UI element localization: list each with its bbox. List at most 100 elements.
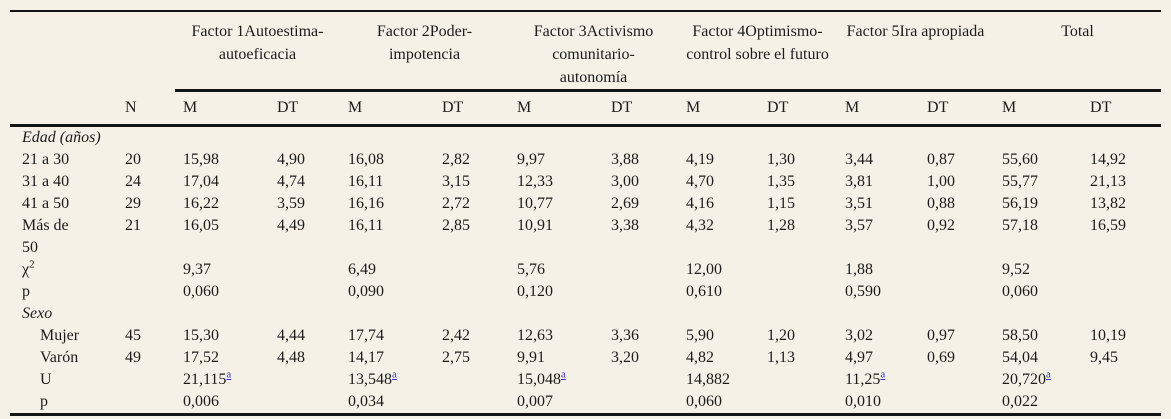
value-cell [1082,369,1161,391]
value-cell: 3,00 [611,173,639,190]
subheader-dt: DT [434,90,509,127]
value-cell: 4,32 [686,217,715,234]
value-cell: 0,060 [183,283,219,300]
row-label: χ2 [22,258,35,278]
value-cell [837,303,919,325]
row-label: U [40,371,52,388]
value-cell: 2,82 [442,151,470,168]
table-row: p 0,060 0,090 0,120 0,610 0,590 0,060 [10,281,1161,303]
value-cell: 16,05 [183,217,219,234]
value-cell: 4,74 [277,173,305,190]
row-label: Sexo [22,305,53,322]
value-cell: 0,87 [927,151,956,168]
value-cell [919,281,994,303]
value-cell: 1,00 [927,173,956,190]
value-cell [340,303,434,325]
value-cell: 45 [125,327,141,344]
value-cell: 0,120 [517,283,553,300]
table-body: Edad (años) 21 a 30 20 15,98 4,90 16,08 2,82 9,… [10,126,1162,416]
group-header-total: Total [994,11,1162,92]
value-cell: 3,20 [611,349,639,366]
value-cell [603,303,678,325]
value-cell: 49 [125,349,141,366]
value-cell [919,303,994,325]
subheader-m: M [509,90,603,127]
subheader-dt: DT [919,90,995,127]
value-cell: 0,060 [1002,283,1039,300]
value-cell: 3,38 [611,217,639,234]
row-label: Mujer [40,327,80,344]
table-row: p 0,006 0,034 0,007 0,060 0,010 0,022 [10,391,1162,416]
value-cell: 4,70 [686,173,715,190]
value-cell: 2,85 [442,217,470,234]
value-cell: 2,69 [611,195,639,212]
value-cell: 17,74 [348,327,384,344]
value-cell: 55,60 [1002,151,1039,168]
table-row: U 21,115a 13,548a 15,048a 14,882 11,25a 20,720… [10,369,1161,391]
table-row: Sexo [10,303,1161,325]
value-cell [603,369,678,391]
value-cell: 4,82 [686,349,715,366]
value-cell: 0,010 [837,391,920,416]
subheader-empty [10,90,117,127]
value-cell: 16,08 [348,151,384,168]
value-cell: 3,44 [845,151,874,168]
value-cell: 0,69 [927,349,956,366]
value-cell [919,369,994,391]
table-row: Más de 50 21 16,05 4,49 16,11 2,85 10,91 3,38 4,… [10,215,1161,259]
table-row: χ2 9,37 6,49 5,76 12,00 1,88 9,52 [10,259,1161,281]
row-label: 31 a 40 [22,173,70,190]
subheader-dt: DT [603,90,679,127]
value-cell: 17,52 [183,349,219,366]
footnote-link[interactable]: a [1046,368,1051,381]
value-cell [117,281,175,303]
value-cell: 0,590 [845,283,882,300]
value-cell: 16,11 [348,173,384,190]
value-cell: 14,17 [348,349,384,366]
value-cell [269,259,340,281]
value-cell [759,126,837,150]
value-cell [269,303,340,325]
row-label: Edad (años) [22,129,101,146]
row-label: p [10,391,117,416]
value-cell [603,259,678,281]
value-cell: 4,90 [277,151,305,168]
value-cell [117,259,175,281]
value-cell: 16,59 [1090,217,1127,234]
value-cell: 12,00 [686,261,723,278]
value-cell [269,126,340,150]
value-cell [434,303,509,325]
group-header-factor4: Factor 4Optimismo- control sobre el futu… [678,11,838,92]
value-cell [434,369,509,391]
value-cell: 3,02 [845,327,874,344]
footnote-link[interactable]: a [392,368,397,381]
value-cell [1082,303,1161,325]
value-cell: 58,50 [1002,327,1039,344]
value-cell [837,126,919,150]
value-cell: 9,52 [1002,261,1031,278]
footnote-link[interactable]: a [561,368,566,381]
footnote-link[interactable]: a [880,368,886,381]
value-cell [175,303,269,325]
footnote-link[interactable]: a [226,368,232,381]
group-header-factor5: Factor 5Ira apropiada [837,11,995,92]
value-cell [175,126,269,150]
value-cell [434,126,509,150]
value-cell: 0,060 [678,391,760,416]
subheader-n: N [117,90,175,127]
value-cell [117,369,175,391]
value-cell: 13,548a [348,368,397,388]
value-cell: 3,15 [442,173,470,190]
value-cell: 0,97 [927,327,956,344]
value-cell: 21,13 [1090,173,1127,190]
group-header-factor2: Factor 2Poder- impotencia [340,11,509,92]
value-cell [117,391,175,416]
value-cell: 1,15 [767,195,796,212]
row-label: Varón [40,349,79,366]
value-cell: 12,63 [517,327,553,344]
row-label: 41 a 50 [22,195,70,212]
table-row: 21 a 30 20 15,98 4,90 16,08 2,82 9,97 3,88 4,19 1… [10,149,1161,171]
subheader-m: M [837,90,920,127]
value-cell: 9,91 [517,349,545,366]
factor-header-row: Factor 1Autoestima- autoeficacia Factor … [10,11,1162,92]
